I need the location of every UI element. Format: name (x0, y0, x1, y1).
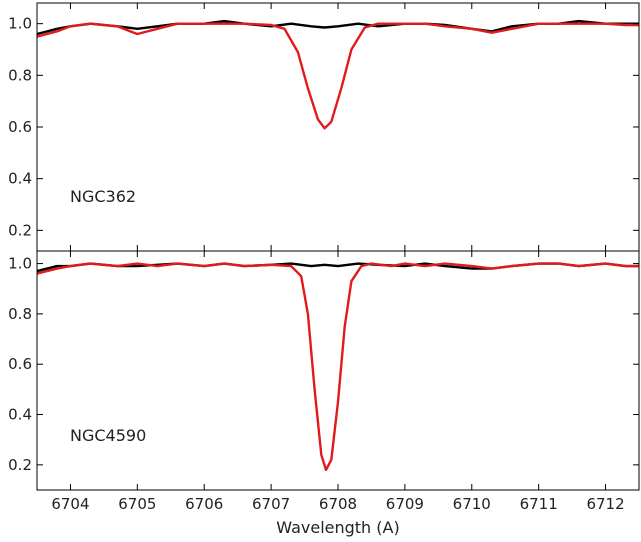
xtick-label: 6711 (520, 495, 558, 513)
panel-1-ytick-label: 0.4 (8, 170, 32, 188)
xtick-label: 6708 (319, 495, 357, 513)
xtick-label: 6705 (118, 495, 156, 513)
panel-2-ytick-label: 0.6 (8, 355, 32, 373)
xtick-label: 6707 (252, 495, 290, 513)
x-axis-label: Wavelength (A) (276, 518, 399, 537)
panel-2-series-2-line (36, 262, 639, 472)
panel-2-label: NGC4590 (70, 426, 146, 445)
panel-1-ytick-label: 0.6 (8, 118, 32, 136)
panel-2-ytick-label: 0.2 (8, 456, 32, 474)
panel-1-series-2-line (36, 22, 639, 130)
xtick-label: 6704 (51, 495, 89, 513)
xtick-label: 6710 (453, 495, 491, 513)
panel-1-ytick-label: 0.8 (8, 66, 32, 84)
panel-1-ytick-label: 1.0 (8, 15, 32, 33)
panel-1-frame (36, 2, 640, 252)
panel-2-frame (36, 250, 640, 491)
xtick-label: 6712 (586, 495, 624, 513)
panel-2-ytick-label: 0.8 (8, 305, 32, 323)
panel-1-ytick-label: 0.2 (8, 221, 32, 239)
xtick-label: 6709 (386, 495, 424, 513)
xtick-label: 6706 (185, 495, 223, 513)
panel-2-ytick-label: 0.4 (8, 406, 32, 424)
panel-1-label: NGC362 (70, 187, 136, 206)
panel-2-ytick-label: 1.0 (8, 255, 32, 273)
